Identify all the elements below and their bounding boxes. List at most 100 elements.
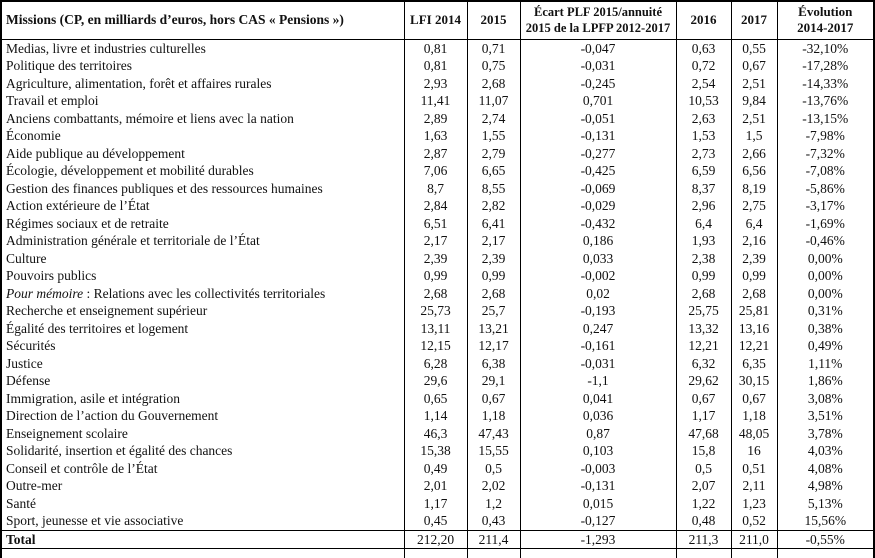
header-2015: 2015	[466, 1, 521, 40]
empty-cell	[466, 548, 521, 558]
value-cell: -0,245	[519, 74, 677, 92]
value-cell: 29,6	[403, 372, 468, 390]
value-cell: 25,81	[730, 302, 778, 320]
table-row: Solidarité, insertion et égalité des cha…	[0, 442, 875, 460]
value-cell: 48,05	[730, 424, 778, 442]
value-cell: 0,99	[466, 267, 521, 285]
total-value-cell: 212,20	[403, 529, 468, 549]
value-cell: -0,432	[519, 214, 677, 232]
value-cell: 29,1	[466, 372, 521, 390]
value-cell: -0,002	[519, 267, 677, 285]
value-cell: 6,56	[730, 162, 778, 180]
value-cell: 4,08%	[776, 459, 875, 477]
total-label-cell: Total	[0, 529, 405, 549]
value-cell: 9,84	[730, 92, 778, 110]
value-cell: 2,68	[466, 74, 521, 92]
value-cell: -0,069	[519, 179, 677, 197]
value-cell: 0,036	[519, 407, 677, 425]
value-cell: 0,00%	[776, 249, 875, 267]
value-cell: 1,53	[675, 127, 732, 145]
value-cell: 1,86%	[776, 372, 875, 390]
value-cell: 2,39	[466, 249, 521, 267]
value-cell: 13,11	[403, 319, 468, 337]
table-row: Sport, jeunesse et vie associative 0,45 0,…	[0, 512, 875, 530]
value-cell: 2,01	[403, 477, 468, 495]
table-row: Politique des territoires 0,81 0,75 -0,031 0…	[0, 57, 875, 75]
mission-italic-prefix: Pour mémoire	[6, 285, 84, 301]
empty-cell	[519, 548, 677, 558]
mission-cell: Gestion des finances publiques et des re…	[0, 179, 405, 197]
header-lfi-2014: LFI 2014	[403, 1, 468, 40]
value-cell: -3,17%	[776, 197, 875, 215]
value-cell: 0,186	[519, 232, 677, 250]
value-cell: 0,43	[466, 512, 521, 530]
header-evolution-line1: Évolution	[798, 4, 853, 20]
mission-cell: Travail et emploi	[0, 92, 405, 110]
value-cell: 0,02	[519, 284, 677, 302]
value-cell: 0,99	[730, 267, 778, 285]
value-cell: 0,72	[675, 57, 732, 75]
header-evolution-line2: 2014-2017	[797, 20, 854, 36]
table-row: Action extérieure de l’État 2,84 2,82 -0,02…	[0, 197, 875, 215]
value-cell: 2,63	[675, 109, 732, 127]
value-cell: -17,28%	[776, 57, 875, 75]
value-cell: 1,2	[466, 494, 521, 512]
value-cell: 1,22	[675, 494, 732, 512]
value-cell: 13,16	[730, 319, 778, 337]
value-cell: 2,75	[730, 197, 778, 215]
value-cell: 0,99	[675, 267, 732, 285]
value-cell: 0,00%	[776, 267, 875, 285]
value-cell: -32,10%	[776, 39, 875, 57]
value-cell: 0,67	[675, 389, 732, 407]
value-cell: 0,67	[730, 57, 778, 75]
table-row: Régimes sociaux et de retraite 6,51 6,41 -0…	[0, 214, 875, 232]
mission-cell: Pour mémoire : Relations avec les collec…	[0, 284, 405, 302]
value-cell: -7,08%	[776, 162, 875, 180]
table-row: Enseignement scolaire 46,3 47,43 0,87 47,68 4…	[0, 424, 875, 442]
value-cell: 6,4	[730, 214, 778, 232]
value-cell: 0,52	[730, 512, 778, 530]
value-cell: 0,103	[519, 442, 677, 460]
value-cell: 4,98%	[776, 477, 875, 495]
mission-cell: Anciens combattants, mémoire et liens av…	[0, 109, 405, 127]
value-cell: 8,55	[466, 179, 521, 197]
value-cell: -0,193	[519, 302, 677, 320]
mission-cell: Agriculture, alimentation, forêt et affa…	[0, 74, 405, 92]
table-row: Pour mémoire : Relations avec les collec…	[0, 284, 875, 302]
value-cell: 0,701	[519, 92, 677, 110]
value-cell: 0,51	[730, 459, 778, 477]
table-row: Conseil et contrôle de l’État 0,49 0,5 -0,0…	[0, 459, 875, 477]
value-cell: -0,425	[519, 162, 677, 180]
value-cell: 6,51	[403, 214, 468, 232]
mission-cell: Recherche et enseignement supérieur	[0, 302, 405, 320]
value-cell: 2,39	[403, 249, 468, 267]
mission-cell: Solidarité, insertion et égalité des cha…	[0, 442, 405, 460]
mission-cell: Santé	[0, 494, 405, 512]
value-cell: 2,68	[730, 284, 778, 302]
value-cell: 13,32	[675, 319, 732, 337]
value-cell: 6,35	[730, 354, 778, 372]
table-row: Santé 1,17 1,2 0,015 1,22 1,23 5,13%	[0, 494, 875, 512]
empty-cell	[730, 548, 778, 558]
value-cell: 12,15	[403, 337, 468, 355]
value-cell: 8,37	[675, 179, 732, 197]
value-cell: 2,38	[675, 249, 732, 267]
value-cell: 2,17	[403, 232, 468, 250]
value-cell: 8,7	[403, 179, 468, 197]
value-cell: 0,65	[403, 389, 468, 407]
value-cell: 0,49	[403, 459, 468, 477]
value-cell: 2,89	[403, 109, 468, 127]
value-cell: 6,38	[466, 354, 521, 372]
value-cell: 11,07	[466, 92, 521, 110]
table-row: Sécurités 12,15 12,17 -0,161 12,21 12,21 0,49%	[0, 337, 875, 355]
table-row: Immigration, asile et intégration 0,65 0,6…	[0, 389, 875, 407]
value-cell: 7,06	[403, 162, 468, 180]
value-cell: 0,041	[519, 389, 677, 407]
table-row: Pouvoirs publics 0,99 0,99 -0,002 0,99 0,99 0,…	[0, 267, 875, 285]
mission-cell: Régimes sociaux et de retraite	[0, 214, 405, 232]
value-cell: 6,65	[466, 162, 521, 180]
value-cell: 12,17	[466, 337, 521, 355]
mission-cell: Immigration, asile et intégration	[0, 389, 405, 407]
value-cell: 0,033	[519, 249, 677, 267]
